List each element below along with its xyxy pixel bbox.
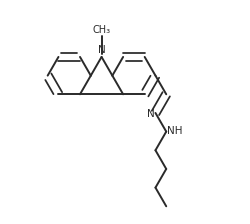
Text: CH₃: CH₃ bbox=[92, 25, 111, 35]
Text: NH: NH bbox=[168, 126, 183, 136]
Text: N: N bbox=[98, 45, 106, 55]
Text: N: N bbox=[146, 109, 154, 119]
